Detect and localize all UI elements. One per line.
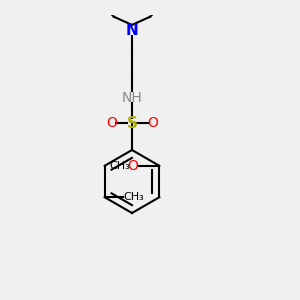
Text: O: O xyxy=(127,159,138,173)
Text: O: O xyxy=(106,116,117,130)
Text: CH₃: CH₃ xyxy=(109,161,130,171)
Text: NH: NH xyxy=(122,91,142,105)
Text: S: S xyxy=(127,116,137,130)
Text: CH₃: CH₃ xyxy=(123,192,144,202)
Text: O: O xyxy=(147,116,158,130)
Text: N: N xyxy=(126,23,138,38)
